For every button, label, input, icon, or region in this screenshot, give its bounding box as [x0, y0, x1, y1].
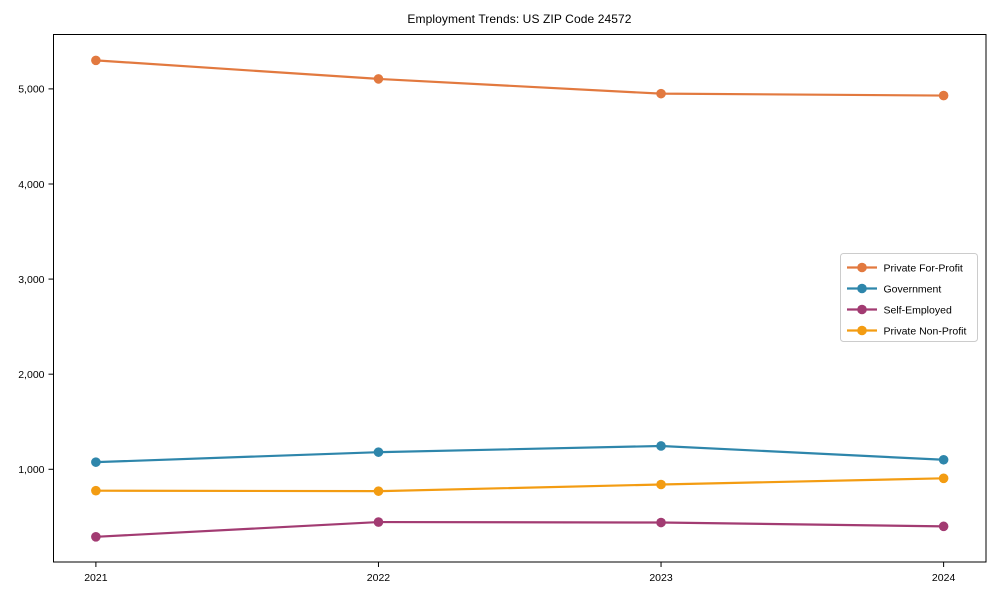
chart-title: Employment Trends: US ZIP Code 24572 [407, 12, 632, 26]
series-marker-private-non-profit [373, 486, 384, 496]
x-tick-label: 2024 [932, 572, 956, 584]
legend-swatch-marker-private-for-profit [857, 262, 867, 273]
legend-label-government: Government [884, 283, 942, 295]
series-marker-private-for-profit [91, 55, 101, 66]
legend-box [840, 253, 978, 342]
legend-label-private-for-profit: Private For-Profit [884, 262, 963, 274]
series-marker-private-non-profit [938, 473, 949, 484]
series-marker-government [91, 457, 101, 467]
series-marker-self-employed [91, 531, 101, 542]
series-marker-private-for-profit [938, 90, 949, 101]
series-line-government [94, 444, 945, 464]
y-tick-label: 4,000 [18, 179, 44, 191]
series-marker-self-employed [938, 521, 949, 532]
series-marker-self-employed [373, 517, 384, 527]
legend: Private For-Profit Government Self-Employe… [840, 253, 978, 342]
y-tick-label: 2,000 [18, 369, 44, 381]
y-tick-label: 5,000 [18, 84, 44, 96]
legend-label-self-employed: Self-Employed [884, 304, 952, 316]
x-tick-label: 2022 [367, 572, 391, 584]
series-line-private-non-profit [94, 477, 945, 493]
legend-swatch-marker-self-employed [857, 304, 867, 315]
legend-swatch-marker-government [857, 283, 867, 294]
y-tick-label: 1,000 [18, 464, 44, 476]
series-marker-private-non-profit [91, 485, 101, 496]
series-line-self-employed [94, 520, 945, 538]
legend-label-private-non-profit: Private Non-Profit [884, 325, 967, 337]
series-marker-self-employed [656, 517, 666, 528]
series-marker-private-for-profit [373, 74, 384, 84]
series-marker-private-non-profit [656, 479, 666, 490]
series-marker-government [938, 454, 949, 465]
series-line-private-for-profit [94, 59, 945, 97]
x-tick-label: 2023 [649, 572, 673, 584]
series-marker-government [656, 441, 666, 451]
legend-swatch-marker-private-non-profit [857, 325, 867, 336]
series-marker-government [373, 447, 384, 457]
series-marker-private-for-profit [656, 88, 666, 99]
x-tick-label: 2021 [84, 572, 108, 584]
y-tick-label: 3,000 [18, 274, 44, 286]
plot-border [53, 34, 987, 563]
